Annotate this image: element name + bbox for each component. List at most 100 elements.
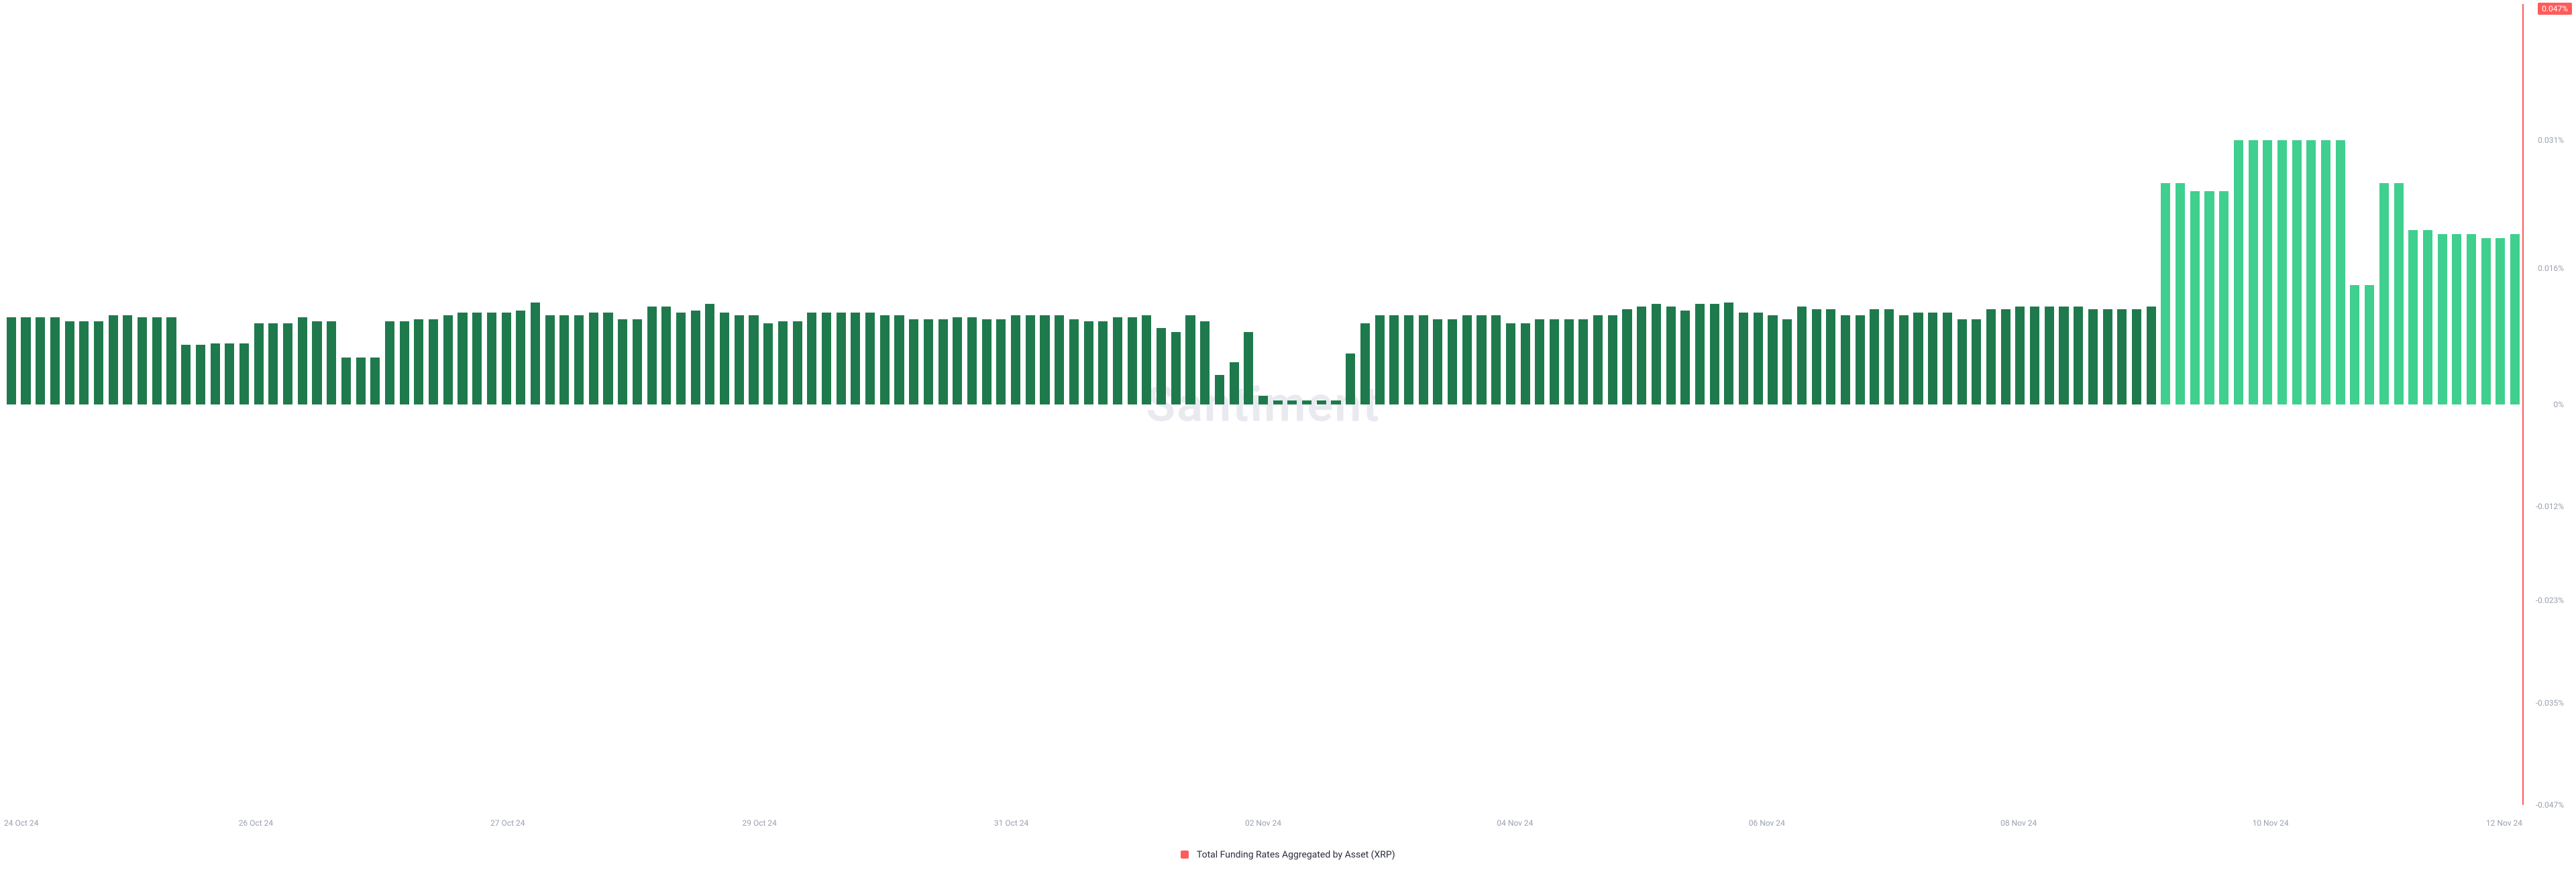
- bar: [1128, 317, 1137, 404]
- bar: [1695, 304, 1705, 404]
- bar: [283, 323, 292, 404]
- bar: [268, 323, 278, 404]
- bar: [603, 313, 612, 404]
- bar: [1884, 309, 1894, 404]
- bar: [21, 317, 30, 404]
- x-tick: 06 Nov 24: [1749, 818, 1785, 828]
- legend-text: Total Funding Rates Aggregated by Asset …: [1197, 849, 1395, 860]
- bar: [1986, 309, 1996, 404]
- bar: [1550, 319, 1559, 404]
- bar: [967, 317, 977, 404]
- bar: [763, 323, 773, 404]
- bar: [2176, 183, 2185, 404]
- bar: [65, 321, 74, 404]
- bar: [1812, 309, 1821, 404]
- bar: [211, 343, 220, 404]
- bar: [2015, 307, 2025, 404]
- bar: [2467, 234, 2476, 404]
- bar: [2219, 191, 2229, 404]
- bar: [2496, 238, 2505, 404]
- bar: [647, 307, 657, 404]
- bar: [1404, 315, 1413, 404]
- bar: [312, 321, 321, 404]
- bar: [1593, 315, 1603, 404]
- bar: [2001, 309, 2010, 404]
- bar: [1142, 315, 1151, 404]
- bar: [807, 313, 816, 404]
- y-tick: 0.031%: [2538, 135, 2564, 145]
- bar: [1302, 400, 1311, 404]
- bar: [1040, 315, 1049, 404]
- y-tick: -0.035%: [2536, 698, 2564, 708]
- y-tick: 0.016%: [2538, 264, 2564, 273]
- bar: [2074, 307, 2083, 404]
- bar: [109, 315, 118, 404]
- bar: [502, 313, 511, 404]
- bar: [239, 343, 249, 404]
- bar: [2438, 234, 2447, 404]
- bar: [880, 315, 890, 404]
- bar-series: [4, 4, 2522, 805]
- bar: [1084, 321, 1093, 404]
- bar: [1506, 323, 1515, 404]
- x-tick: 31 Oct 24: [994, 818, 1028, 828]
- bar: [341, 358, 351, 404]
- bar: [2321, 140, 2330, 404]
- x-tick: 26 Oct 24: [239, 818, 273, 828]
- bar: [370, 358, 380, 404]
- bar: [822, 313, 831, 404]
- legend: Total Funding Rates Aggregated by Asset …: [0, 849, 2576, 860]
- x-tick: 04 Nov 24: [1497, 818, 1533, 828]
- bar: [1535, 319, 1544, 404]
- bar: [1055, 315, 1064, 404]
- bar: [2263, 140, 2272, 404]
- bar: [1797, 307, 1807, 404]
- y-tick: -0.012%: [2536, 502, 2564, 511]
- bar: [1389, 315, 1399, 404]
- bar: [793, 321, 802, 404]
- bar: [298, 317, 307, 404]
- bar: [1899, 315, 1909, 404]
- bar: [618, 319, 627, 404]
- bar: [196, 345, 205, 404]
- bar: [254, 323, 264, 404]
- bar: [7, 317, 16, 404]
- bar: [152, 317, 162, 404]
- bar: [2394, 183, 2404, 404]
- bar: [1375, 315, 1385, 404]
- bar: [2132, 309, 2141, 404]
- bar: [79, 321, 89, 404]
- bar: [2336, 140, 2345, 404]
- bar: [1317, 400, 1326, 404]
- bar: [1768, 315, 1777, 404]
- x-tick: 08 Nov 24: [2000, 818, 2037, 828]
- bar: [691, 311, 700, 404]
- bar: [1491, 315, 1501, 404]
- bar: [2365, 285, 2374, 404]
- bar: [385, 321, 394, 404]
- bar: [414, 319, 423, 404]
- bar: [865, 313, 875, 404]
- x-axis: 24 Oct 2426 Oct 2427 Oct 2429 Oct 2431 O…: [4, 818, 2522, 832]
- bar: [2103, 309, 2112, 404]
- bar: [1419, 315, 1428, 404]
- bar: [2190, 191, 2200, 404]
- bar: [1856, 315, 1865, 404]
- bar: [1608, 315, 1617, 404]
- bar: [1200, 321, 1210, 404]
- bar: [50, 317, 60, 404]
- x-tick: 02 Nov 24: [1245, 818, 1281, 828]
- bar: [1157, 328, 1166, 404]
- bar: [400, 321, 409, 404]
- x-tick: 27 Oct 24: [490, 818, 525, 828]
- bar: [938, 319, 948, 404]
- chart-container: Santiment 0.047% 0.031%0.016%0%-0.012%-0…: [0, 0, 2576, 872]
- bar: [94, 321, 103, 404]
- bar: [1826, 309, 1835, 404]
- bar: [1870, 309, 1879, 404]
- bar: [1433, 319, 1442, 404]
- bar: [676, 313, 686, 404]
- bar: [2306, 140, 2316, 404]
- bar: [138, 317, 147, 404]
- y-tick: -0.047%: [2536, 800, 2564, 810]
